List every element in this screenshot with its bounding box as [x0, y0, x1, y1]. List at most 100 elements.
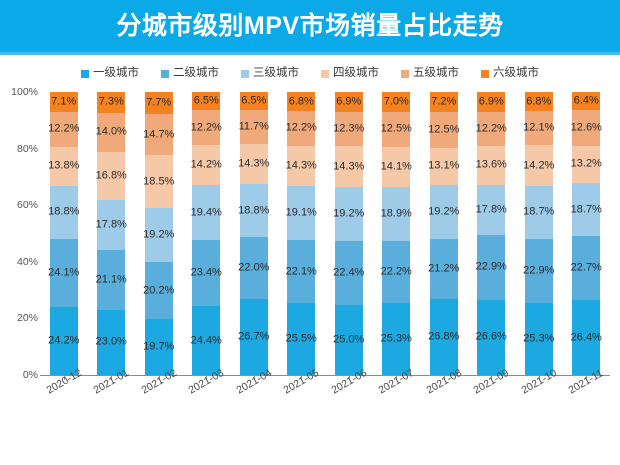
bar-segment[interactable]: 26.4% [571, 300, 602, 375]
bar-segment[interactable]: 19.7% [143, 319, 174, 375]
stacked-bar-column[interactable]: 6.8% 12.2% 14.3% 19.1% 22.1% 25.5% [286, 92, 317, 375]
bar-segment[interactable]: 11.7% [239, 110, 269, 144]
bar-segment[interactable]: 24.1% [48, 238, 79, 308]
bar-segment[interactable]: 14.3% [238, 143, 269, 184]
bar-segment[interactable]: 22.9% [523, 238, 554, 304]
bar-segment[interactable]: 25.5% [286, 302, 317, 375]
bar-segment[interactable]: 18.7% [523, 185, 554, 239]
stacked-bar-column[interactable]: 7.3% 14.0% 16.8% 17.8% 21.1% 23.0% [95, 92, 127, 375]
bar-segment[interactable]: 14.3% [286, 145, 317, 187]
bar-segment[interactable]: 22.1% [286, 240, 317, 303]
bar-segment-value-label: 20.2% [143, 284, 175, 297]
bar-segment[interactable]: 18.5% [143, 155, 174, 208]
stacked-bar-column[interactable]: 6.9% 12.3% 14.3% 19.2% 22.4% 25.0% [333, 92, 364, 376]
bar-segment[interactable]: 19.1% [286, 186, 317, 241]
bar-segment-value-label: 22.0% [238, 261, 270, 274]
bar-segment[interactable]: 19.2% [143, 207, 174, 263]
legend-item[interactable]: 四级城市 [321, 68, 379, 80]
bar-segment[interactable]: 14.1% [381, 147, 412, 188]
bar-segment[interactable]: 16.8% [96, 152, 127, 200]
bar-segment[interactable]: 12.3% [333, 111, 364, 147]
stacked-bar-column[interactable]: 7.1% 12.2% 13.8% 18.8% 24.1% 24.2% [48, 92, 80, 376]
bar-segment[interactable]: 12.2% [191, 110, 222, 145]
bar-segment[interactable]: 23.0% [96, 309, 127, 375]
bar-segment[interactable]: 12.2% [286, 111, 317, 146]
bar-segment[interactable]: 7.7% [144, 92, 173, 114]
bar-segment[interactable]: 7.0% [382, 92, 411, 112]
bar-segment[interactable]: 25.3% [523, 303, 554, 375]
bar-segment-value-label: 22.2% [380, 265, 412, 278]
stacked-bar-column[interactable]: 7.2% 12.5% 13.1% 19.2% 21.2% 26.8% [428, 92, 460, 375]
bar-segment[interactable]: 18.8% [238, 183, 269, 238]
stacked-bar-column[interactable]: 6.4% 12.6% 13.2% 18.7% 22.7% 26.4% [571, 92, 602, 375]
stacked-bar-column[interactable]: 7.0% 12.5% 14.1% 18.9% 22.2% 25.3% [380, 92, 412, 375]
legend-item[interactable]: 一级城市 [81, 68, 139, 80]
bar-segment-value-label: 14.0% [95, 125, 127, 138]
bar-segment[interactable]: 25.3% [381, 303, 412, 375]
stacked-bar-column[interactable]: 6.5% 12.2% 14.2% 19.4% 23.4% 24.4% [191, 92, 222, 376]
bar-segment[interactable]: 6.9% [334, 92, 363, 112]
bar-segment[interactable]: 12.6% [571, 110, 602, 146]
bar-segment[interactable]: 26.8% [428, 299, 460, 375]
bar-segment[interactable]: 18.7% [571, 183, 602, 237]
bar-segment[interactable]: 21.1% [96, 250, 127, 310]
legend-item[interactable]: 二级城市 [161, 68, 219, 80]
bar-segment[interactable]: 17.8% [476, 184, 507, 235]
stacked-bar-column[interactable]: 6.8% 12.1% 14.2% 18.7% 22.9% 25.3% [523, 92, 554, 375]
bar-segment[interactable]: 18.8% [48, 185, 80, 239]
bar-segment[interactable]: 14.2% [523, 145, 554, 186]
bar-segment[interactable]: 22.7% [571, 236, 602, 301]
bar-segment[interactable]: 23.4% [191, 239, 222, 307]
bar-segment[interactable]: 26.6% [476, 299, 507, 375]
legend-item[interactable]: 三级城市 [241, 68, 299, 80]
bar-segment[interactable]: 12.2% [48, 112, 79, 147]
bar-segment[interactable]: 24.4% [191, 306, 222, 376]
bar-segment[interactable]: 26.7% [238, 299, 269, 375]
legend-item[interactable]: 五级城市 [401, 68, 459, 80]
stacked-bar-column[interactable]: 6.5% 11.7% 14.3% 18.8% 22.0% 26.7% [238, 92, 270, 375]
bar-segment[interactable]: 17.8% [96, 199, 127, 251]
bar-segment[interactable]: 21.2% [428, 239, 459, 300]
bar-segment[interactable]: 22.0% [238, 237, 270, 300]
bar-segment[interactable]: 22.4% [333, 241, 364, 305]
bar-segment[interactable]: 14.0% [95, 112, 127, 153]
bar-segment[interactable]: 6.8% [287, 92, 316, 112]
bar-segment[interactable]: 12.1% [523, 111, 554, 146]
bar-segment-value-label: 6.4% [573, 94, 599, 107]
bar-segment-value-label: 26.8% [428, 330, 460, 343]
bar-segment[interactable]: 14.3% [333, 146, 364, 187]
bar-segment[interactable]: 13.2% [571, 145, 602, 184]
bar-segment[interactable]: 18.9% [380, 187, 412, 241]
bar-segment[interactable]: 12.5% [428, 112, 459, 148]
bar-segment[interactable]: 19.4% [191, 185, 222, 240]
bar-segment[interactable]: 13.6% [475, 146, 507, 185]
bar-segment[interactable]: 7.3% [97, 92, 126, 113]
bar-segment[interactable]: 6.8% [524, 92, 553, 112]
bar-segment[interactable]: 13.1% [428, 147, 460, 185]
bar-segment[interactable]: 6.5% [239, 92, 268, 111]
bar-segment[interactable]: 24.2% [48, 307, 79, 376]
bar-segment-value-label: 13.1% [428, 159, 460, 172]
bar-segment[interactable]: 6.9% [477, 92, 506, 112]
stacked-bar-column[interactable]: 7.7% 14.7% 18.5% 19.2% 20.2% 19.7% [143, 92, 175, 375]
bar-segment[interactable]: 13.8% [48, 146, 79, 186]
bar-segment[interactable]: 22.2% [380, 240, 412, 304]
bar-segment[interactable]: 14.7% [143, 113, 174, 156]
bar-segment[interactable]: 12.5% [381, 111, 412, 148]
bar-segment[interactable]: 6.5% [192, 92, 221, 111]
legend-item[interactable]: 六级城市 [481, 68, 539, 80]
bar-segment[interactable]: 7.1% [49, 92, 78, 113]
bar-segment[interactable]: 14.2% [191, 144, 222, 186]
bar-segment[interactable]: 12.2% [476, 111, 507, 147]
bar-segment[interactable]: 19.2% [428, 184, 459, 240]
bar-segment[interactable]: 19.2% [333, 186, 364, 242]
stacked-bar-column[interactable]: 6.9% 12.2% 13.6% 17.8% 22.9% 26.6% [475, 92, 507, 375]
bar-segment-value-label: 18.8% [48, 205, 80, 218]
bar-segment-value-label: 13.6% [475, 158, 507, 171]
bar-segment[interactable]: 22.9% [476, 234, 507, 300]
bar-segment[interactable]: 7.2% [429, 92, 458, 113]
bar-segment[interactable]: 6.4% [572, 92, 601, 111]
bar-segment[interactable]: 25.0% [333, 304, 364, 376]
bar-segment-value-label: 18.9% [380, 207, 412, 220]
bar-segment[interactable]: 20.2% [143, 262, 175, 320]
